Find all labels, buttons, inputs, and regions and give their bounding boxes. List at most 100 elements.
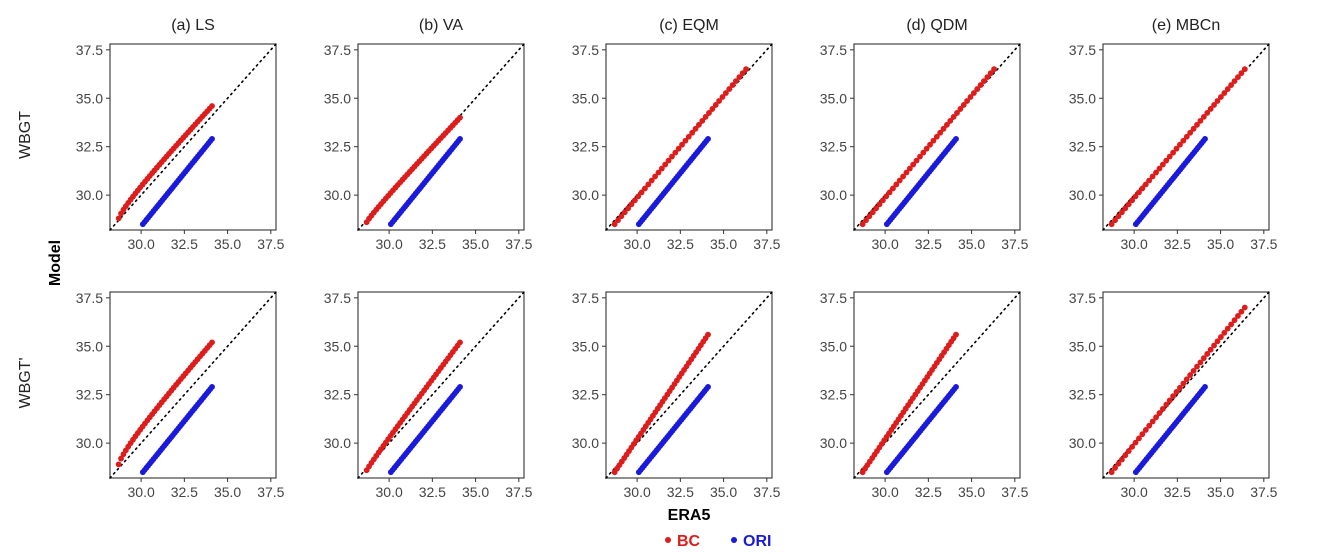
bc-point <box>984 74 991 81</box>
bc-point <box>209 339 215 346</box>
bc-point <box>1170 149 1176 156</box>
y-tick-label: 30.0 <box>1069 187 1096 203</box>
bc-point <box>1115 460 1122 467</box>
bc-point <box>1149 418 1156 425</box>
bc-point <box>1224 325 1231 332</box>
bc-point <box>1122 452 1129 459</box>
bc-point <box>1125 448 1132 454</box>
bc-point <box>953 331 959 338</box>
y-tick-label: 37.5 <box>324 42 351 58</box>
y-tick-label: 30.0 <box>324 187 351 203</box>
y-tick-label: 37.5 <box>76 42 103 58</box>
y-tick-label: 37.5 <box>572 290 599 306</box>
y-tick-label: 35.0 <box>820 338 847 354</box>
x-tick-label: 30.0 <box>376 484 403 500</box>
bc-point <box>1197 359 1204 366</box>
col-title-b: (b) VA <box>419 17 463 34</box>
bc-point <box>672 149 679 156</box>
y-tick-label: 30.0 <box>572 435 599 451</box>
bc-point <box>910 161 917 168</box>
bc-point <box>1224 86 1231 92</box>
bc-point <box>209 103 215 109</box>
bc-point <box>1211 102 1217 108</box>
x-tick-label: 30.0 <box>1121 236 1148 252</box>
bc-point <box>900 173 906 180</box>
bc-point <box>1200 355 1207 362</box>
bc-point <box>1149 173 1156 180</box>
y-tick-label: 32.5 <box>1069 387 1096 403</box>
ori-point <box>457 136 463 142</box>
bc-point <box>457 339 463 346</box>
bc-point <box>960 102 967 108</box>
bc-point <box>886 189 893 196</box>
bc-point <box>658 165 665 172</box>
bc-point <box>118 455 124 462</box>
y-tick-label: 32.5 <box>324 387 351 403</box>
bc-point <box>712 102 719 108</box>
bc-point <box>689 129 696 136</box>
bc-point <box>1112 217 1118 224</box>
bc-point <box>1228 82 1235 88</box>
bc-point <box>977 82 984 88</box>
x-tick-label: 37.5 <box>257 236 284 252</box>
bc-point <box>1156 410 1163 416</box>
x-tick-label: 30.0 <box>376 236 403 252</box>
panel-frame <box>109 291 277 479</box>
bc-point <box>917 153 923 160</box>
x-axis-title: ERA5 <box>668 507 711 524</box>
bc-point <box>722 90 729 96</box>
col-title-e: (e) MBCn <box>1152 17 1220 34</box>
bc-point <box>923 145 930 152</box>
y-tick-label: 32.5 <box>324 139 351 155</box>
bc-point <box>115 461 122 468</box>
bc-point <box>1180 380 1187 387</box>
bc-point <box>1217 334 1224 340</box>
bc-point <box>1153 169 1159 176</box>
bc-point <box>1132 193 1139 200</box>
bc-point <box>702 113 709 120</box>
bc-point <box>970 90 977 96</box>
y-tick-label: 32.5 <box>572 387 599 403</box>
bc-point <box>726 86 733 92</box>
ori-point <box>953 136 959 142</box>
bc-point <box>1204 351 1211 357</box>
y-tick-label: 35.0 <box>820 90 847 106</box>
bc-point <box>896 177 903 184</box>
bc-point <box>1125 201 1132 208</box>
y-tick-label: 30.0 <box>76 187 103 203</box>
y-tick-label: 37.5 <box>572 42 599 58</box>
bc-point <box>1177 141 1183 148</box>
x-tick-label: 37.5 <box>1001 484 1028 500</box>
bc-point <box>648 177 655 184</box>
bc-point <box>863 217 869 224</box>
y-tick-label: 37.5 <box>324 290 351 306</box>
y-tick-label: 35.0 <box>1069 338 1096 354</box>
bc-point <box>1183 376 1190 383</box>
bc-point <box>743 66 749 73</box>
bc-point <box>987 70 994 77</box>
bc-point <box>913 157 920 164</box>
y-tick-label: 35.0 <box>76 338 103 354</box>
bc-point <box>692 125 699 132</box>
bc-point <box>1228 321 1235 328</box>
bc-point <box>1132 439 1139 446</box>
bc-point <box>1190 125 1197 132</box>
bc-point <box>879 197 886 204</box>
ori-point <box>705 136 711 142</box>
bc-point <box>1142 181 1149 188</box>
panel-2-2: 30.0 30.0 32.5 32.5 35.0 35.0 37.5 37.5 <box>324 290 533 500</box>
x-tick-label: 35.0 <box>958 484 985 500</box>
y-tick-label: 30.0 <box>572 187 599 203</box>
bc-point <box>957 106 964 112</box>
ori-point <box>953 384 959 390</box>
legend-bc-marker <box>665 537 671 543</box>
bc-point <box>628 201 635 208</box>
bc-point <box>739 70 746 77</box>
y-tick-label: 32.5 <box>820 139 847 155</box>
x-tick-label: 35.0 <box>214 236 241 252</box>
bc-point <box>1235 74 1241 81</box>
bc-point <box>705 331 711 338</box>
y-tick-label: 30.0 <box>1069 435 1096 451</box>
bc-point <box>1238 70 1245 77</box>
bc-point <box>1187 372 1194 378</box>
